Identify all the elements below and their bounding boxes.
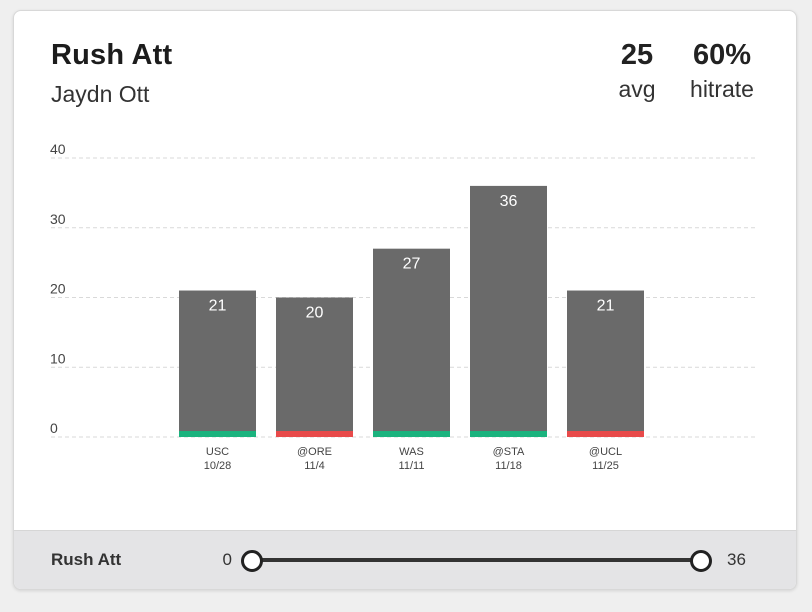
bar bbox=[276, 297, 353, 437]
prop-card: Rush Att Jaydn Ott 25 avg 60% hitrate 0 1… bbox=[13, 10, 797, 590]
bar bbox=[179, 290, 256, 437]
bar-hit-indicator bbox=[470, 431, 547, 437]
x-tick-date: 11/18 bbox=[495, 460, 522, 472]
avg-stat: 25 avg bbox=[612, 39, 662, 103]
bar-value-label: 21 bbox=[209, 298, 227, 315]
y-tick-label: 10 bbox=[50, 350, 66, 366]
bar-value-label: 27 bbox=[403, 256, 421, 273]
range-filter: Rush Att 0 36 bbox=[14, 530, 796, 589]
x-tick-opponent: @UCL bbox=[589, 446, 622, 458]
bar bbox=[470, 185, 547, 437]
x-tick-opponent: @STA bbox=[493, 446, 525, 458]
hitrate-label: hitrate bbox=[690, 76, 754, 102]
bar-value-label: 20 bbox=[306, 305, 324, 322]
range-filter-label: Rush Att bbox=[51, 550, 122, 569]
x-tick-opponent: WAS bbox=[399, 446, 424, 458]
y-tick-label: 40 bbox=[50, 141, 66, 157]
x-tick-opponent: USC bbox=[206, 446, 229, 458]
range-slider-min-handle[interactable] bbox=[241, 550, 263, 572]
x-tick-opponent: @ORE bbox=[297, 446, 332, 458]
avg-value: 25 bbox=[620, 39, 654, 71]
y-tick-label: 20 bbox=[50, 281, 66, 297]
y-tick-label: 0 bbox=[50, 420, 58, 436]
bar-chart: 0 10 20 30 40 21 USC 10/28 20 @ORE 11/4 27 WAS 11/11 3… bbox=[50, 141, 758, 472]
x-tick-date: 11/25 bbox=[592, 460, 619, 472]
bar bbox=[567, 290, 644, 437]
x-tick-date: 10/28 bbox=[204, 460, 232, 472]
range-slider-max-handle[interactable] bbox=[690, 550, 712, 572]
x-tick-date: 11/11 bbox=[399, 460, 425, 472]
bar-hit-indicator bbox=[373, 431, 450, 437]
x-tick-date: 11/4 bbox=[304, 460, 325, 472]
stat-title: Rush Att bbox=[51, 39, 173, 71]
bar-hit-indicator bbox=[276, 431, 353, 437]
range-slider-track[interactable] bbox=[251, 558, 700, 562]
range-max-value: 36 bbox=[727, 550, 746, 569]
range-min-value: 0 bbox=[222, 550, 232, 569]
player-name: Jaydn Ott bbox=[51, 81, 150, 107]
bar-value-label: 36 bbox=[500, 193, 518, 210]
y-tick-label: 30 bbox=[50, 211, 66, 227]
hitrate-stat: 60% hitrate bbox=[678, 39, 766, 103]
bar-value-label: 21 bbox=[597, 298, 615, 315]
bar-hit-indicator bbox=[179, 431, 256, 437]
hitrate-value: 60% bbox=[692, 39, 752, 71]
bar-hit-indicator bbox=[567, 431, 644, 437]
bar bbox=[373, 248, 450, 437]
avg-label: avg bbox=[618, 76, 656, 102]
